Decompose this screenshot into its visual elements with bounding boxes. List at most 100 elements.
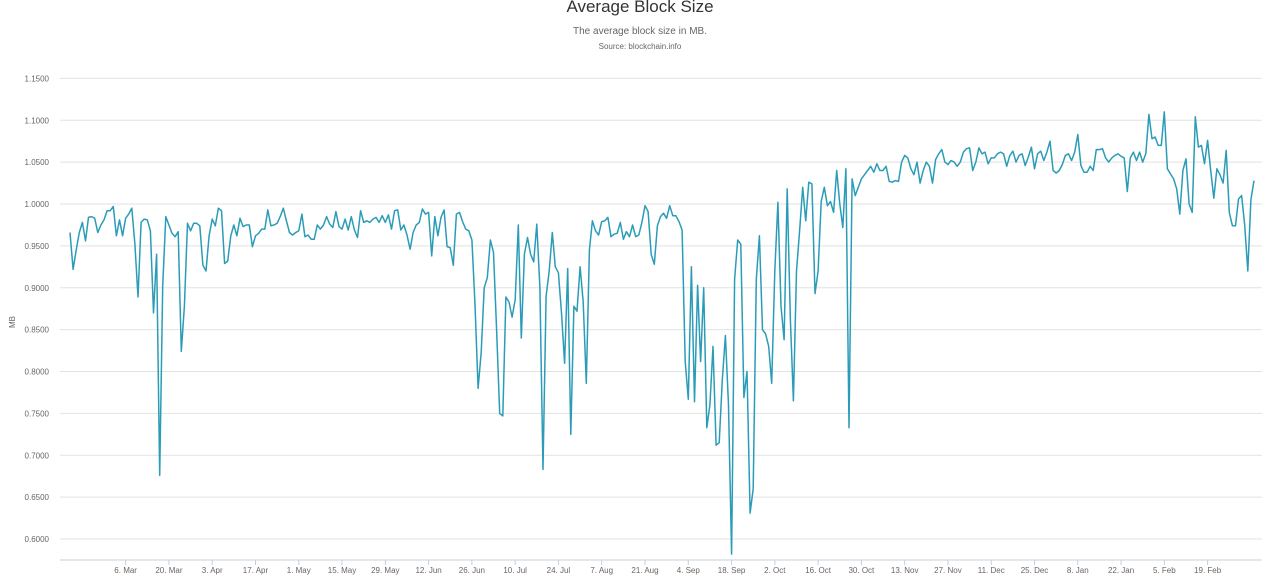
x-tick-label: 30. Oct	[848, 566, 875, 575]
data-point	[458, 211, 461, 214]
data-point	[733, 278, 736, 281]
x-tick-label: 29. May	[371, 566, 399, 575]
series-line	[69, 111, 1255, 555]
data-point	[186, 222, 189, 225]
data-point	[121, 234, 124, 237]
data-point	[239, 217, 242, 220]
data-point	[885, 165, 888, 168]
data-point	[93, 217, 96, 220]
data-point	[470, 239, 473, 242]
data-point	[1002, 152, 1005, 155]
data-point	[1011, 150, 1014, 153]
data-point	[526, 236, 529, 239]
data-point	[767, 345, 770, 348]
y-tick-label: 0.8500	[25, 326, 50, 335]
data-point	[1129, 156, 1132, 159]
data-point	[823, 186, 826, 189]
data-point	[511, 316, 514, 319]
data-point	[1052, 169, 1055, 172]
data-point	[563, 362, 566, 365]
data-point	[158, 474, 161, 477]
data-point	[310, 238, 313, 241]
data-point	[87, 216, 90, 219]
data-point	[1101, 147, 1104, 150]
data-point	[368, 221, 371, 224]
chart-title: Average Block Size	[566, 0, 714, 16]
data-point	[307, 234, 310, 237]
data-point	[681, 229, 684, 232]
data-point	[551, 231, 554, 234]
data-point	[693, 400, 696, 403]
data-point	[1058, 169, 1061, 172]
data-point	[480, 351, 483, 354]
data-point	[130, 207, 133, 210]
data-point	[674, 214, 677, 217]
data-point	[875, 162, 878, 165]
x-tick-label: 17. Apr	[243, 566, 269, 575]
data-point	[229, 234, 232, 237]
data-point	[758, 234, 761, 237]
data-point	[668, 204, 671, 207]
data-point	[653, 263, 656, 266]
data-point	[446, 245, 449, 248]
data-point	[433, 215, 436, 218]
data-point	[1246, 270, 1249, 273]
data-point	[1215, 167, 1218, 170]
data-point	[891, 181, 894, 184]
data-point	[1030, 146, 1033, 149]
data-point	[167, 224, 170, 227]
data-point	[424, 213, 427, 216]
data-point	[968, 146, 971, 149]
data-point	[390, 228, 393, 231]
data-point	[987, 162, 990, 165]
data-point	[696, 284, 699, 287]
data-point	[443, 208, 446, 211]
data-point	[406, 234, 409, 237]
data-point	[1061, 163, 1064, 166]
x-tick-label: 8. Jan	[1067, 566, 1089, 575]
x-tick-label: 13. Nov	[891, 566, 919, 575]
data-point	[1166, 167, 1169, 170]
data-point	[572, 305, 575, 308]
data-point	[440, 216, 443, 219]
data-point	[1237, 198, 1240, 201]
data-point	[715, 444, 718, 447]
data-point	[1018, 154, 1021, 157]
data-point	[1042, 159, 1045, 162]
data-point	[687, 398, 690, 401]
data-point	[174, 235, 177, 238]
data-point	[548, 270, 551, 273]
data-point	[449, 246, 452, 249]
data-point	[576, 310, 579, 313]
data-point	[232, 224, 235, 227]
x-tick-label: 10. Jul	[503, 566, 527, 575]
data-point	[919, 182, 922, 185]
data-point	[180, 350, 183, 353]
data-point	[378, 221, 381, 224]
data-point	[678, 220, 681, 223]
gridlines	[60, 77, 1262, 540]
data-point	[322, 224, 325, 227]
x-tick-label: 24. Jul	[547, 566, 571, 575]
data-point	[474, 303, 477, 306]
y-tick-label: 0.8000	[25, 368, 50, 377]
data-point	[1092, 169, 1095, 172]
data-point	[650, 253, 653, 256]
data-point	[1163, 110, 1166, 113]
data-point	[1181, 169, 1184, 172]
data-point	[1200, 144, 1203, 147]
data-point	[560, 311, 563, 314]
data-point	[217, 207, 220, 210]
data-point	[106, 209, 109, 212]
data-point	[81, 221, 84, 224]
data-point	[557, 271, 560, 274]
data-point	[1095, 148, 1098, 151]
data-point	[501, 414, 504, 417]
data-point	[436, 234, 439, 237]
data-point	[1135, 159, 1138, 162]
data-point	[984, 151, 987, 154]
data-point	[1160, 144, 1163, 147]
x-tick-label: 12. Jun	[415, 566, 441, 575]
data-point	[112, 205, 115, 208]
data-point	[245, 224, 248, 227]
